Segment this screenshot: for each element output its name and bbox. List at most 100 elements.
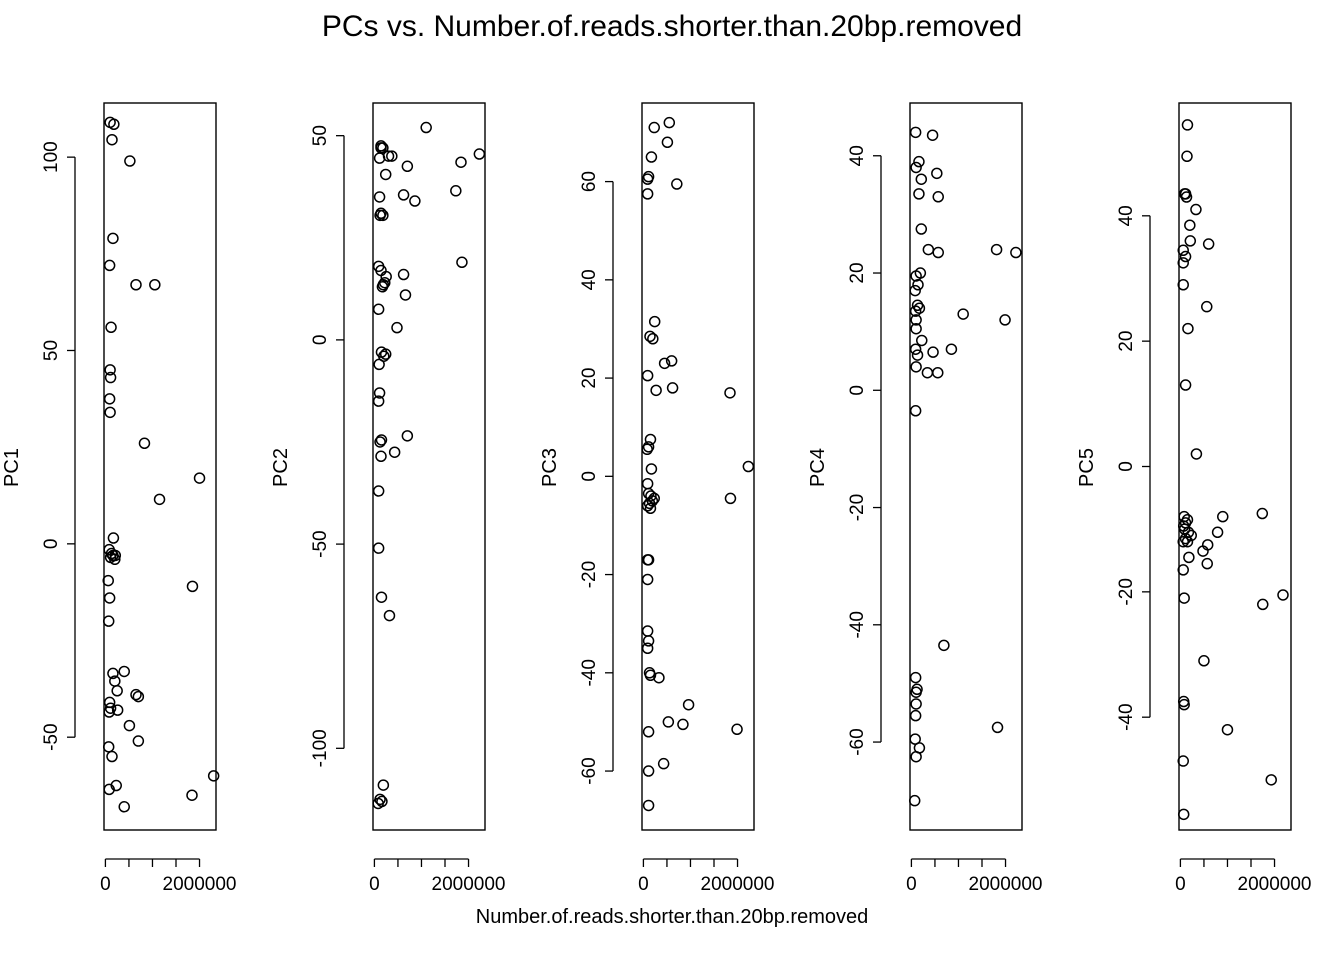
data-point	[1179, 250, 1192, 263]
y-tick-label: 0	[847, 385, 868, 396]
data-point	[926, 129, 939, 141]
data-point	[932, 366, 944, 379]
data-point	[1184, 219, 1196, 231]
data-point	[909, 709, 922, 722]
data-point	[103, 592, 116, 604]
data-point	[1198, 655, 1210, 667]
data-point	[642, 765, 655, 777]
data-point	[999, 314, 1011, 326]
data-point	[1217, 510, 1229, 523]
data-point	[455, 156, 467, 168]
y-tick-label: -20	[579, 561, 600, 588]
data-point	[909, 405, 922, 417]
y-tick-label: -20	[1116, 578, 1137, 605]
data-point	[1183, 551, 1195, 564]
data-point	[1181, 535, 1194, 548]
data-point	[644, 669, 657, 682]
data-point	[108, 118, 120, 131]
data-point	[397, 268, 410, 281]
data-point	[991, 721, 1004, 734]
data-point	[1178, 592, 1190, 604]
data-point	[913, 188, 925, 200]
data-point	[1184, 235, 1197, 247]
data-point	[123, 719, 136, 732]
data-point	[648, 121, 660, 134]
data-point	[388, 446, 401, 458]
data-point	[666, 382, 679, 394]
x-tick-label: 0	[369, 874, 380, 895]
data-point	[1182, 322, 1194, 335]
x-axis-label: Number.of.reads.shorter.than.20bp.remove…	[475, 906, 869, 928]
data-point	[1179, 379, 1192, 391]
data-point	[103, 783, 115, 796]
data-point	[372, 303, 385, 316]
data-point	[379, 168, 392, 181]
data-point	[107, 667, 119, 680]
data-point	[663, 116, 676, 129]
data-point	[372, 485, 385, 497]
y-axis-label: PC1	[1, 448, 23, 487]
data-point	[909, 671, 922, 684]
data-point	[109, 553, 121, 566]
y-tick-label: 0	[1116, 461, 1137, 472]
chart-title: PCs vs. Number.of.reads.shorter.than.20b…	[321, 10, 1023, 43]
data-point	[377, 779, 390, 791]
data-point	[912, 279, 924, 291]
data-point	[910, 686, 922, 698]
x-tick-label: 0	[638, 874, 649, 895]
data-point	[910, 750, 922, 763]
y-tick-label: 60	[579, 171, 600, 192]
panel-pc4: 0 2000000 -60 -40 -20 0 20 40 PC4	[807, 102, 1043, 895]
x-tick-label: 0	[906, 874, 917, 895]
data-point	[377, 209, 389, 222]
data-point	[138, 437, 151, 450]
data-point	[650, 384, 662, 397]
data-point	[379, 348, 392, 360]
data-point	[644, 433, 657, 446]
y-tick-label: -50	[41, 723, 62, 750]
plot-frame	[1178, 102, 1292, 831]
plot-frame	[641, 102, 755, 831]
data-point	[105, 321, 117, 334]
data-point	[643, 497, 656, 510]
data-point	[909, 126, 922, 139]
data-point	[118, 665, 130, 678]
y-tick-label: 40	[579, 269, 600, 290]
data-point	[102, 741, 115, 753]
data-point	[641, 477, 654, 490]
data-point	[915, 173, 928, 185]
x-tick-label: 2000000	[1238, 874, 1312, 895]
data-point	[644, 330, 656, 343]
data-point	[373, 358, 385, 371]
x-tick-label: 2000000	[163, 874, 237, 895]
data-point	[1257, 598, 1269, 611]
data-point	[397, 189, 410, 201]
data-point	[1256, 507, 1269, 520]
data-point	[910, 314, 922, 326]
data-point	[149, 279, 161, 291]
data-point	[372, 542, 385, 554]
x-tick-label: 0	[100, 874, 111, 895]
data-point	[377, 142, 389, 154]
y-axis-label: PC5	[1076, 448, 1098, 487]
data-point	[401, 160, 414, 173]
data-point	[106, 133, 118, 146]
data-point	[373, 387, 386, 399]
data-point	[132, 735, 145, 747]
data-point	[644, 502, 657, 515]
data-point	[957, 308, 969, 320]
data-point	[1202, 238, 1215, 250]
data-point	[938, 639, 950, 652]
data-point	[1277, 589, 1289, 601]
y-tick-label: 0	[41, 539, 62, 550]
data-point	[374, 436, 386, 448]
data-point	[372, 797, 384, 810]
data-point	[102, 574, 114, 587]
plot-frame	[909, 102, 1023, 831]
data-point	[990, 243, 1003, 256]
data-point	[104, 364, 116, 376]
data-point	[642, 726, 655, 738]
data-point	[645, 490, 657, 502]
data-point	[909, 343, 922, 355]
data-point	[386, 150, 398, 162]
